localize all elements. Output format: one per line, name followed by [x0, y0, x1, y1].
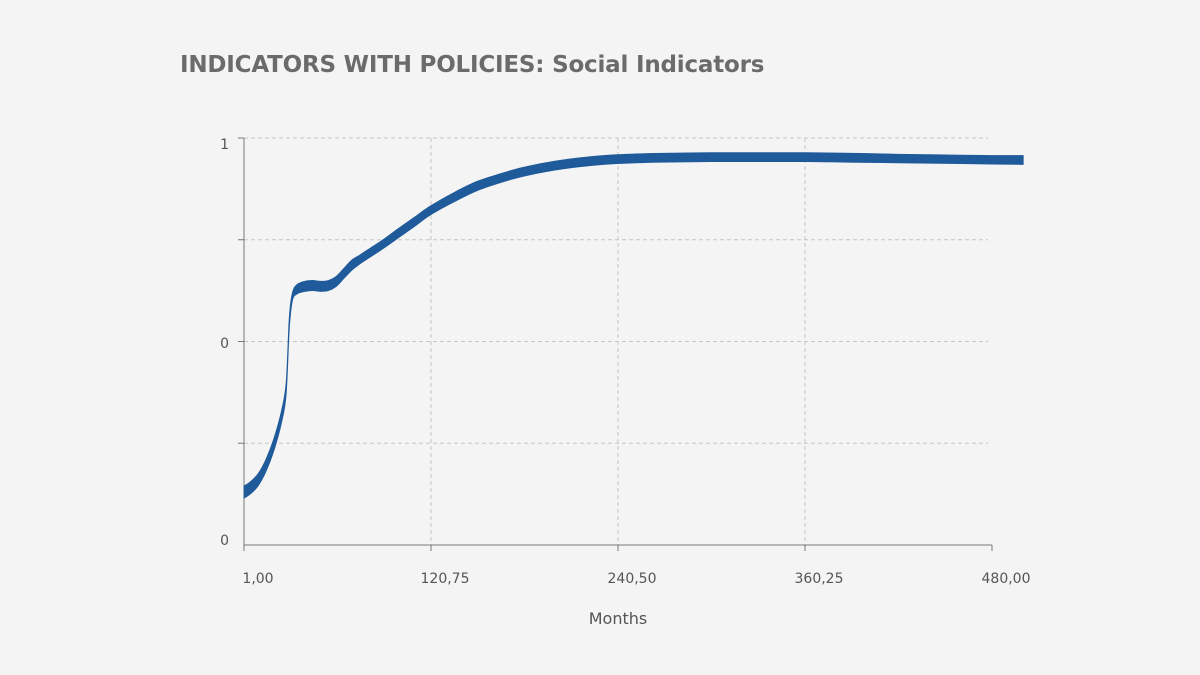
y-tick-label: 1: [220, 137, 229, 153]
x-tick-label: 1,00: [242, 571, 273, 587]
axis-layer: [238, 137, 993, 551]
grid-layer: [244, 137, 988, 545]
series-band: [243, 152, 1024, 499]
x-tick-label: 120,75: [421, 571, 470, 587]
y-tick-label: 0: [220, 336, 229, 352]
series-layer: [243, 152, 1024, 499]
x-tick-label: 360,25: [795, 571, 844, 587]
label-layer: 1,00 120,75 240,50 360,25 480,00 0 0 1 Months: [220, 137, 1030, 628]
x-tick-label: 240,50: [608, 571, 657, 587]
x-tick-label: 480,00: [982, 571, 1031, 587]
y-tick-label: 0: [220, 533, 229, 549]
x-axis-title: Months: [589, 609, 647, 628]
chart-title: INDICATORS WITH POLICIES: Social Indicat…: [180, 52, 765, 78]
